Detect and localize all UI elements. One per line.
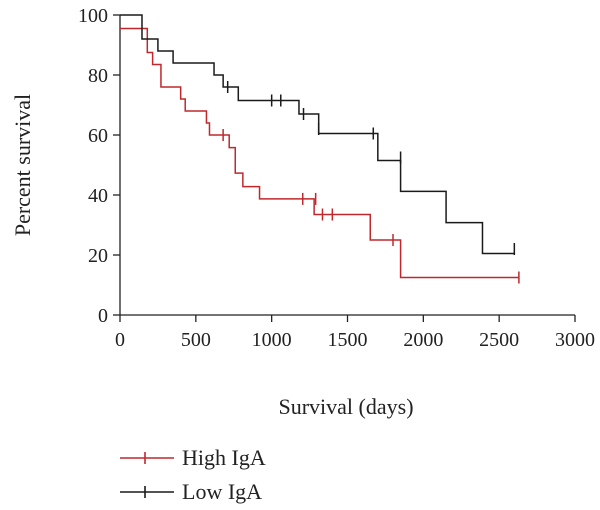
survival-line-high-iga (120, 27, 519, 279)
y-axis-title: Percent survival (10, 94, 35, 236)
legend-item-high-iga: High IgA (120, 445, 266, 470)
legend-item-low-iga: Low IgA (120, 479, 262, 504)
x-axis-title: Survival (days) (278, 394, 413, 419)
legend-label-high-iga: High IgA (182, 445, 266, 470)
x-tick-label: 1500 (328, 329, 368, 351)
y-tick-label: 40 (88, 185, 108, 207)
x-tick-label: 1000 (252, 329, 292, 351)
y-tick-label: 60 (88, 125, 108, 147)
survival-line-low-iga (120, 14, 515, 255)
y-tick-label: 100 (78, 5, 108, 27)
series-high-iga (120, 27, 520, 284)
y-tick-label: 0 (98, 305, 108, 327)
series-low-iga (120, 14, 516, 255)
series-layer (120, 14, 520, 284)
legend: High IgA Low IgA (120, 445, 266, 504)
x-tick-label: 0 (115, 329, 125, 351)
x-tick-label: 2000 (403, 329, 443, 351)
y-tick-label: 20 (88, 245, 108, 267)
x-tick-label: 2500 (479, 329, 519, 351)
x-tick-label: 500 (181, 329, 211, 351)
x-tick-label: 3000 (555, 329, 595, 351)
axes: 0 500 1000 1500 2000 2500 3000 0 20 40 60 80 100 (78, 5, 595, 351)
y-tick-label: 80 (88, 65, 108, 87)
legend-label-low-iga: Low IgA (182, 479, 262, 504)
